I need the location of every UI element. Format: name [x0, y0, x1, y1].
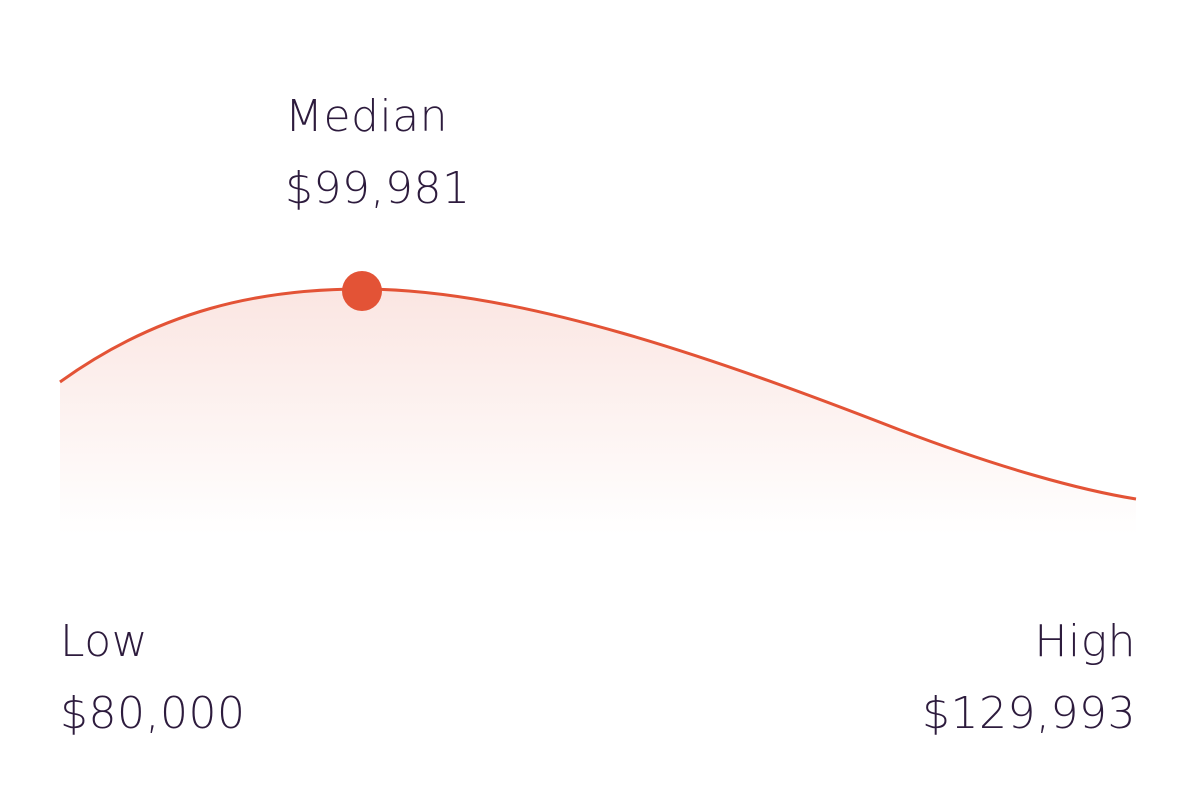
low-label: Low — [60, 616, 149, 667]
high-label: High — [1034, 616, 1136, 667]
median-marker — [342, 271, 382, 311]
distribution-curve — [59, 287, 1137, 501]
median-label: Median — [285, 91, 449, 142]
low-value: $80,000 — [60, 688, 246, 739]
high-value: $129,993 — [922, 688, 1136, 739]
distribution-area — [60, 289, 1136, 535]
median-value: $99,981 — [285, 163, 471, 214]
